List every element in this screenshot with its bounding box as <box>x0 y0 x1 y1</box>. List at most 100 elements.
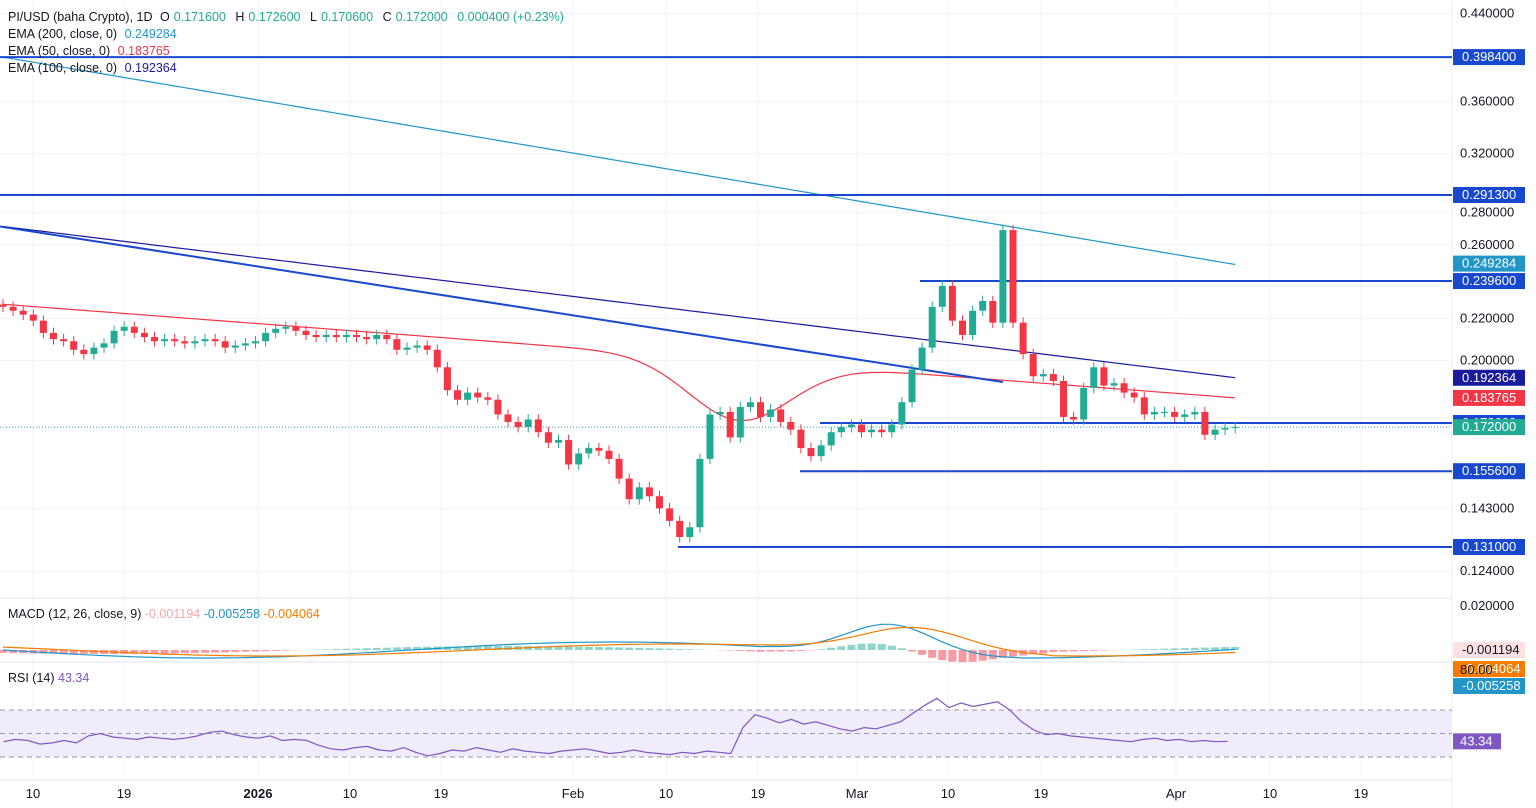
ema-label: 0.183765 <box>1462 390 1516 405</box>
candle-body <box>29 314 37 321</box>
macd-hist-bar <box>49 650 58 654</box>
macd-hist-bar <box>736 650 745 651</box>
macd-hist-bar <box>625 647 634 650</box>
candle-body <box>1150 411 1158 415</box>
ema200-line <box>2 56 1236 266</box>
price-tick: 0.200000 <box>1460 353 1514 368</box>
macd-hist-bar <box>221 650 230 653</box>
macd-hist-bar <box>615 647 624 650</box>
candle-body <box>565 440 573 465</box>
candle-body <box>504 414 512 422</box>
last-price-label: 0.172000 <box>1462 419 1516 434</box>
rsi-axis-label-bg <box>1453 733 1501 750</box>
candle-body <box>484 397 492 400</box>
macd-hist-bar <box>322 649 331 650</box>
candle-body <box>524 419 532 428</box>
candle-body <box>181 341 189 344</box>
candle-body <box>383 334 391 340</box>
time-tick: 19 <box>751 786 765 801</box>
ema50-legend[interactable]: EMA (50, close, 0) 0.183765 <box>8 44 174 58</box>
candle-body <box>787 421 795 430</box>
candle-body <box>1090 367 1098 388</box>
ema200-legend[interactable]: EMA (200, close, 0) 0.249284 <box>8 27 181 41</box>
candle-body <box>252 341 259 344</box>
time-tick: Mar <box>846 786 869 801</box>
time-axis[interactable]: 10 19 2026 10 19 Feb 10 19 Mar 10 19 Apr 10 19 <box>26 786 1368 801</box>
macd-hist-bar <box>483 646 492 650</box>
macd-hist-bar <box>413 646 422 650</box>
level-label-bg <box>1453 463 1525 480</box>
rsi-line <box>3 697 1228 757</box>
candle-body <box>706 414 714 459</box>
candle-body <box>1161 411 1168 413</box>
candle-body <box>80 349 88 355</box>
candle-body <box>1181 414 1189 417</box>
macd-legend[interactable]: MACD (12, 26, close, 9) -0.001194 -0.005… <box>8 607 320 621</box>
candle-body <box>454 390 461 400</box>
price-tick: 0.440000 <box>1460 5 1514 20</box>
candle-body <box>635 487 643 500</box>
macd-hist-bar <box>372 647 381 650</box>
close-label: C <box>382 10 392 24</box>
candle-body <box>767 409 775 417</box>
candle-body <box>888 424 896 433</box>
macd-hist-bar <box>180 650 189 654</box>
symbol-header[interactable]: PI/USD (baha Crypto), 1D O 0.171600 H 0.17… <box>8 10 568 24</box>
candle-body <box>413 345 421 348</box>
candle-body <box>140 332 148 338</box>
candle-body <box>433 349 441 368</box>
time-tick: 10 <box>26 786 40 801</box>
macd-hist-bar <box>1140 649 1149 650</box>
high-value: 0.172600 <box>248 10 301 24</box>
candle-body <box>827 432 835 446</box>
candle-body <box>726 411 734 438</box>
macd-hist-bar <box>534 646 543 650</box>
macd-hist-bar <box>1079 650 1088 652</box>
macd-hist-bar <box>231 650 240 653</box>
candle-body <box>353 334 360 338</box>
macd-hist-bar <box>675 648 684 650</box>
horizontal-levels[interactable] <box>0 56 1452 548</box>
macd-hist-bar <box>59 650 68 654</box>
candle-body <box>1019 322 1027 355</box>
price-tick: 0.320000 <box>1460 146 1514 161</box>
macd-hist-bar <box>1099 650 1108 651</box>
candle-body <box>979 300 987 311</box>
price-tick: 0.260000 <box>1460 237 1514 252</box>
candle-body <box>1201 411 1209 435</box>
candle-body <box>585 448 593 454</box>
macd-hist-bar <box>988 650 997 660</box>
price-tick: 0.220000 <box>1460 311 1514 326</box>
macd-hist-bar <box>978 650 987 661</box>
macd-hist-bar <box>726 650 735 651</box>
ema50-line <box>2 303 1236 422</box>
macd-hist-bar <box>39 650 48 654</box>
macd-hist-bar <box>130 650 139 654</box>
macd-hist-bar <box>605 647 613 650</box>
rsi-legend[interactable]: RSI (14) 43.34 <box>8 671 89 685</box>
macd-hist-bar <box>89 650 98 654</box>
candle-body <box>1110 383 1118 386</box>
candle-body <box>262 332 270 342</box>
macd-hist-bar <box>271 650 280 651</box>
macd-axis-label: -0.004064 <box>1462 661 1521 676</box>
macd-hist-bar <box>392 647 401 650</box>
candle-body <box>423 345 431 350</box>
level-label-bg <box>1453 187 1525 203</box>
candle-body <box>443 367 451 391</box>
candle-body <box>171 339 179 342</box>
macd-hist-bar <box>857 643 866 650</box>
candle-body <box>948 285 956 321</box>
macd-hist-bar <box>1211 647 1219 650</box>
candle-body <box>100 343 108 348</box>
candle-body <box>120 326 128 331</box>
symbol-title[interactable]: PI/USD (baha Crypto), 1D <box>8 10 153 24</box>
candle-body <box>151 337 158 342</box>
price-axis[interactable]: 0.440000 0.360000 0.320000 0.280000 0.260000… <box>1452 0 1536 808</box>
macd-hist-bar <box>1190 647 1199 650</box>
trendlines[interactable] <box>0 225 1004 384</box>
candlesticks <box>0 224 1239 543</box>
candle-body <box>1039 374 1047 377</box>
ema100-legend[interactable]: EMA (100, close, 0) 0.192364 <box>8 61 181 75</box>
open-value: 0.171600 <box>173 10 226 24</box>
